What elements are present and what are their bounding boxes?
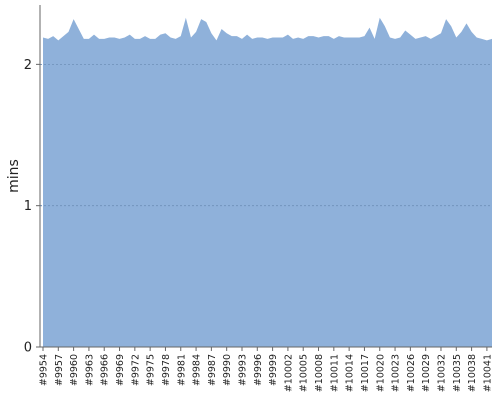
x-tick-label: #10020	[375, 354, 386, 392]
x-tick-label: #10023	[391, 354, 402, 392]
x-tick-label: #9975	[146, 354, 157, 386]
x-tick-label: #10017	[360, 354, 371, 392]
x-tick-label: #10011	[329, 354, 340, 392]
x-tick-label: #9966	[100, 354, 111, 386]
x-tick-label: #10041	[482, 354, 493, 392]
x-tick-label: #9999	[268, 354, 279, 386]
x-tick-label: #9972	[130, 354, 141, 386]
x-tick-label: #9987	[207, 354, 218, 386]
y-tick-label: 1	[24, 199, 32, 214]
x-tick-label: #10038	[467, 354, 478, 392]
x-tick-label: #10002	[283, 354, 294, 392]
series-area	[40, 17, 492, 348]
x-tick-label: #9954	[39, 354, 50, 386]
x-tick-label: #10035	[452, 354, 463, 392]
x-tick-label: #9984	[192, 354, 203, 386]
x-tick-label: #9963	[84, 354, 95, 386]
series-area-fill	[43, 17, 492, 348]
y-tick-label: 2	[24, 58, 32, 73]
x-tick-label: #10005	[299, 354, 310, 392]
x-tick-label: #9996	[253, 354, 264, 386]
x-tick-label: #9957	[54, 354, 65, 386]
x-tick-label: #9990	[222, 354, 233, 386]
x-tick-label: #10032	[436, 354, 447, 392]
y-ticks: 0 1 2	[24, 58, 40, 356]
y-axis-title: mins	[6, 159, 22, 193]
x-tick-label: #9993	[237, 354, 248, 386]
x-tick-label: #9960	[69, 354, 80, 386]
x-tick-label: #9978	[161, 354, 172, 386]
x-tick-label: #9981	[176, 354, 187, 386]
x-tick-label: #10029	[421, 354, 432, 392]
x-tick-label: #9969	[115, 354, 126, 386]
y-tick-label: 0	[24, 341, 32, 356]
x-tick-label: #10026	[406, 354, 417, 392]
x-tick-label: #10008	[314, 354, 325, 392]
x-ticks: #9954 #9957 #9960 #9963 #9966 #9969 #9972 #9975…	[39, 347, 493, 392]
x-tick-label: #10014	[345, 354, 356, 392]
axes	[39, 5, 492, 348]
